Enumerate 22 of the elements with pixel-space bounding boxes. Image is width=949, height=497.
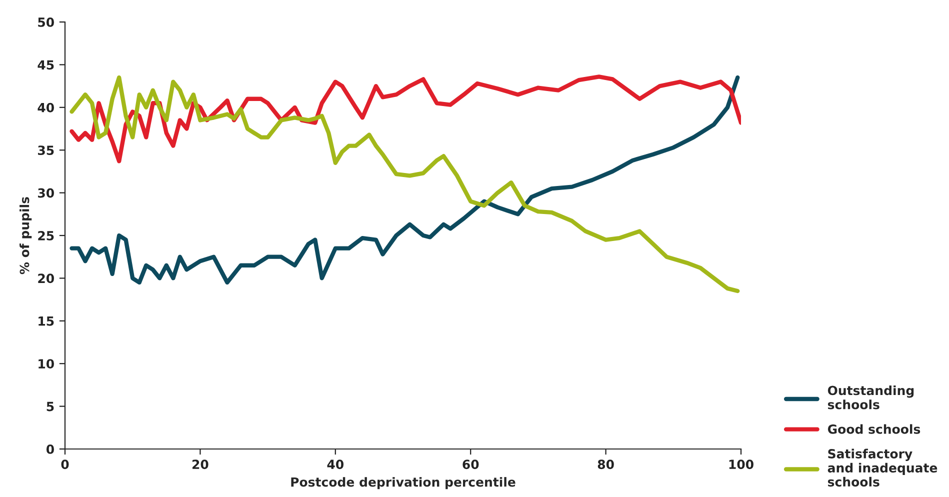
y-tick-label: 30 — [38, 188, 54, 198]
x-axis-title: Postcode deprivation percentile — [291, 477, 516, 490]
x-tick-label: 60 — [462, 460, 479, 470]
legend-label: Satisfactory and inadequate schools — [828, 448, 938, 487]
y-tick-label: 15 — [38, 316, 54, 326]
y-tick-label: 35 — [38, 146, 54, 156]
y-tick-label: 5 — [46, 402, 54, 412]
x-tick-label: 40 — [327, 460, 344, 470]
legend-label: Outstanding schools — [828, 386, 914, 410]
y-tick-label: 50 — [38, 17, 54, 27]
y-tick-label: 20 — [38, 274, 54, 284]
x-tick-label: 0 — [61, 460, 69, 470]
x-tick-label: 100 — [729, 460, 754, 470]
y-tick-label: 45 — [38, 60, 54, 70]
y-tick-label: 10 — [38, 359, 54, 369]
x-tick-label: 20 — [192, 460, 208, 470]
y-tick-label: 0 — [46, 444, 54, 454]
y-tick-label: 40 — [38, 102, 54, 112]
y-axis-title: % of pupils — [20, 197, 32, 274]
x-tick-label: 80 — [598, 460, 614, 470]
y-tick-label: 25 — [38, 230, 54, 240]
legend-label: Good schools — [828, 424, 920, 434]
